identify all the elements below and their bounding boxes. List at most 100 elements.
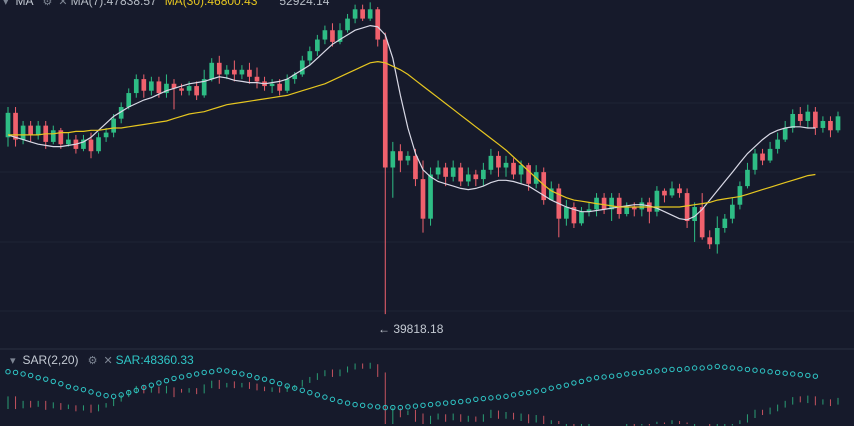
- sar-dot: [556, 383, 562, 390]
- sar-dot: [631, 370, 637, 376]
- candle: [58, 127, 64, 149]
- candle: [669, 181, 675, 198]
- sar-dot: [654, 368, 660, 374]
- sar-dot: [20, 371, 26, 377]
- sar-dot: [209, 369, 215, 375]
- sar-dot: [586, 376, 592, 382]
- sar-dot: [518, 390, 524, 397]
- candle: [13, 107, 18, 147]
- sar-dot: [375, 404, 381, 410]
- candle: [405, 151, 411, 166]
- candle: [541, 167, 547, 205]
- sar-dot: [797, 371, 803, 378]
- sar-dot: [427, 401, 434, 408]
- close-icon[interactable]: ✕: [58, 0, 68, 8]
- candle: [20, 120, 26, 145]
- candle: [216, 55, 222, 84]
- sar-dot: [744, 366, 751, 373]
- sar-dot: [231, 369, 238, 376]
- candle: [360, 4, 365, 21]
- candle: [722, 214, 728, 233]
- candle: [299, 55, 305, 77]
- candle: [647, 197, 652, 224]
- candle: [775, 132, 780, 154]
- close-icon[interactable]: ✕: [103, 354, 113, 367]
- sar-dot: [103, 392, 109, 399]
- candle: [201, 69, 207, 98]
- sar-dot: [88, 389, 94, 395]
- candle: [450, 160, 456, 182]
- sar-dot: [782, 370, 788, 376]
- sar-dot: [571, 380, 577, 386]
- candle: [820, 116, 826, 133]
- candle: [103, 127, 109, 142]
- sar-dot: [307, 389, 313, 396]
- sar-dot: [186, 372, 192, 379]
- candle: [662, 188, 667, 203]
- candle: [752, 148, 758, 175]
- settings-icon[interactable]: ⚙: [42, 0, 53, 8]
- sar-dot: [646, 369, 653, 375]
- collapse-icon[interactable]: ▾: [10, 354, 16, 367]
- sar-dot: [805, 372, 811, 379]
- sar-dot: [714, 363, 720, 370]
- candle: [601, 193, 607, 215]
- sar-dot: [314, 392, 321, 398]
- sar-dot: [767, 369, 773, 375]
- candle: [745, 162, 750, 189]
- ma7-line: [7, 24, 816, 221]
- sar-dot: [465, 398, 471, 404]
- sar-dot: [412, 403, 419, 409]
- sar-dot: [541, 387, 547, 394]
- sar-dot: [254, 374, 260, 381]
- sar-dot: [95, 391, 102, 397]
- candle: [616, 193, 622, 219]
- sar-dot: [759, 368, 766, 374]
- candle: [28, 120, 33, 142]
- sar-dots: [5, 362, 839, 426]
- candle: [254, 67, 260, 89]
- candle: [594, 193, 599, 217]
- candle: [239, 65, 245, 80]
- sar-dot: [201, 369, 207, 376]
- candle: [797, 107, 803, 126]
- settings-icon[interactable]: ⚙: [87, 354, 98, 367]
- sar-dot: [578, 378, 585, 385]
- sar-dot: [110, 393, 117, 400]
- candle: [141, 74, 147, 98]
- sar-dot: [322, 394, 328, 400]
- sar-dot: [405, 404, 411, 410]
- sar-dot: [337, 398, 343, 405]
- candle: [66, 132, 71, 147]
- candle: [81, 134, 86, 152]
- candles: [5, 2, 841, 315]
- candle: [714, 216, 720, 254]
- sar-dot: [812, 373, 819, 379]
- candle: [511, 158, 516, 180]
- candle: [835, 111, 841, 133]
- candle: [488, 148, 494, 175]
- sar-dot: [488, 395, 494, 401]
- sar-dot: [193, 371, 200, 377]
- sar-legend: ▾ SAR(2,20) ⚙ ✕ SAR:48360.33: [0, 351, 202, 369]
- candle: [118, 102, 124, 124]
- candle: [760, 148, 765, 166]
- candle: [398, 144, 403, 173]
- candle: [473, 169, 479, 187]
- moving-averages: [7, 24, 816, 221]
- candle: [224, 65, 230, 80]
- candle: [390, 141, 396, 198]
- sar-dot: [676, 366, 683, 373]
- candle: [420, 160, 426, 233]
- sar-dot: [299, 387, 305, 394]
- candle: [171, 79, 177, 110]
- sar-dot: [699, 365, 705, 371]
- candle: [382, 32, 388, 315]
- sar-dot: [669, 366, 675, 373]
- sar-dot: [133, 387, 139, 394]
- collapse-icon[interactable]: ▾: [3, 0, 9, 8]
- sar-dot: [80, 386, 87, 393]
- candle: [624, 202, 630, 217]
- candle: [315, 34, 320, 56]
